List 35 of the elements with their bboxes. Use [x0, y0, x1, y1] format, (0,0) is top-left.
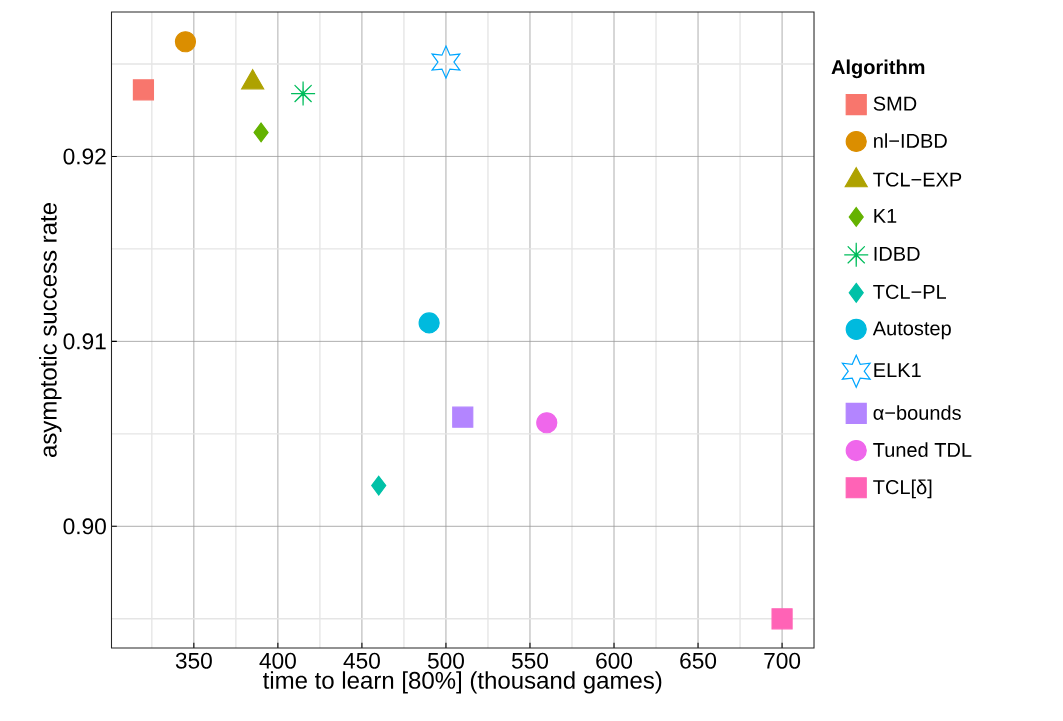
x-tick-label: 650 [680, 652, 717, 669]
legend-label: TCL−EXP [873, 172, 962, 187]
legend-label: IDBD [874, 246, 920, 261]
x-tick-label: 400 [259, 652, 296, 669]
legend-label: ELK1 [874, 363, 921, 378]
x-tick-label: 700 [764, 652, 801, 669]
x-tick-label: 600 [596, 652, 633, 669]
point [418, 312, 440, 334]
point [771, 608, 793, 630]
y-tick-label: 0.91 [63, 333, 106, 350]
point [536, 412, 558, 434]
x-tick-label: 450 [343, 652, 380, 669]
point [290, 80, 316, 107]
point [452, 406, 474, 428]
x-axis-title: time to learn [80%] (thousand games) [263, 671, 662, 694]
legend-label: Autostep [872, 321, 951, 340]
legend-label: K1 [874, 209, 897, 223]
legend-label: nl−IDBD [874, 133, 947, 148]
point [253, 122, 269, 143]
legend-label: TCL−PL [873, 284, 947, 299]
point [174, 31, 197, 53]
x-tick-label: 350 [175, 652, 212, 669]
legend-title: Algorithm [831, 59, 925, 79]
y-tick-label: 0.92 [63, 148, 106, 165]
y-tick-label: 0.90 [63, 518, 106, 535]
legend-label: Tuned TDL [873, 442, 972, 458]
x-tick-label: 550 [511, 652, 549, 669]
y-axis-title: asymptotic success rate [39, 203, 62, 458]
x-tick-label: 500 [427, 652, 464, 669]
point [431, 45, 461, 79]
point [132, 79, 155, 101]
legend-label: α−bounds [873, 405, 961, 420]
point [371, 475, 387, 496]
legend-label: TCL[δ] [873, 479, 932, 499]
legend-label: SMD [873, 96, 917, 111]
